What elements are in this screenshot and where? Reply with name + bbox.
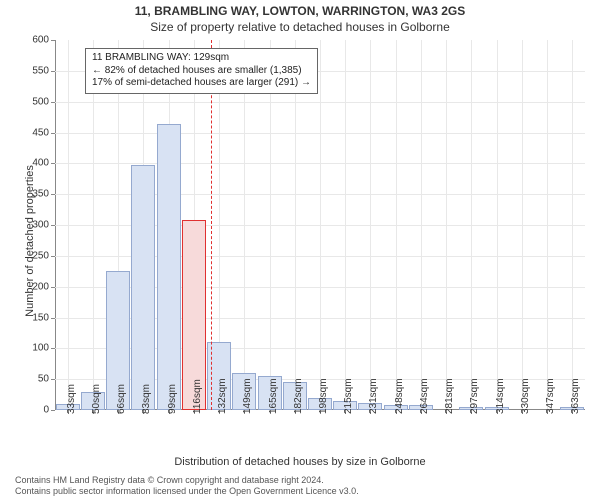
x-axis-label: Distribution of detached houses by size … (0, 456, 600, 468)
annotation-line2: ← 82% of detached houses are smaller (1,… (92, 65, 311, 78)
x-tick-label: 215sqm (343, 378, 354, 414)
grid-line-v (370, 40, 371, 410)
x-tick-label: 149sqm (242, 378, 253, 414)
credit-text: Contains HM Land Registry data © Crown c… (15, 475, 359, 498)
y-tick-label: 250 (32, 250, 49, 261)
y-tick-mark (51, 133, 55, 134)
y-tick-label: 200 (32, 281, 49, 292)
y-tick-label: 50 (38, 374, 49, 385)
grid-line-v (522, 40, 523, 410)
x-tick-label: 116sqm (192, 379, 203, 414)
grid-line-v (295, 40, 296, 410)
x-tick-label: 297sqm (469, 378, 480, 414)
y-tick-label: 300 (32, 220, 49, 231)
y-tick-mark (51, 287, 55, 288)
reference-line (211, 40, 212, 410)
plot-area: 05010015020025030035040045050055060033sq… (55, 40, 585, 410)
grid-line-v (345, 40, 346, 410)
y-tick-label: 550 (32, 65, 49, 76)
grid-line-v (572, 40, 573, 410)
chart-title-line2: Size of property relative to detached ho… (0, 20, 600, 34)
grid-line-v (68, 40, 69, 410)
x-tick-label: 314sqm (495, 378, 506, 414)
x-tick-label: 165sqm (268, 378, 279, 414)
y-tick-mark (51, 102, 55, 103)
x-tick-label: 264sqm (419, 378, 430, 414)
grid-line-v (446, 40, 447, 410)
y-tick-label: 400 (32, 158, 49, 169)
y-tick-label: 150 (32, 312, 49, 323)
y-tick-mark (51, 163, 55, 164)
annotation-line3: 17% of semi-detached houses are larger (… (92, 77, 311, 90)
y-tick-mark (51, 410, 55, 411)
grid-line-v (270, 40, 271, 410)
x-tick-label: 182sqm (293, 378, 304, 414)
y-tick-mark (51, 348, 55, 349)
y-tick-label: 350 (32, 189, 49, 200)
y-tick-label: 600 (32, 35, 49, 46)
y-tick-mark (51, 379, 55, 380)
y-tick-label: 0 (43, 405, 49, 416)
grid-line-v (93, 40, 94, 410)
grid-line-v (244, 40, 245, 410)
y-tick-label: 450 (32, 127, 49, 138)
y-tick-mark (51, 71, 55, 72)
x-tick-label: 33sqm (66, 384, 77, 414)
chart-title-line1: 11, BRAMBLING WAY, LOWTON, WARRINGTON, W… (0, 4, 600, 18)
y-tick-mark (51, 40, 55, 41)
x-tick-label: 363sqm (570, 378, 581, 414)
annotation-line1: 11 BRAMBLING WAY: 129sqm (92, 52, 311, 65)
x-tick-label: 231sqm (368, 378, 379, 414)
x-tick-label: 248sqm (394, 378, 405, 414)
y-tick-mark (51, 256, 55, 257)
chart-container: 11, BRAMBLING WAY, LOWTON, WARRINGTON, W… (0, 0, 600, 500)
x-tick-label: 132sqm (217, 378, 228, 414)
grid-line-v (547, 40, 548, 410)
x-tick-label: 330sqm (520, 378, 531, 414)
grid-line-v (320, 40, 321, 410)
y-tick-mark (51, 318, 55, 319)
x-tick-label: 281sqm (444, 378, 455, 414)
histogram-bar (131, 165, 155, 410)
grid-line-v (396, 40, 397, 410)
grid-line-v (497, 40, 498, 410)
credit-line2: Contains public sector information licen… (15, 486, 359, 497)
x-tick-label: 347sqm (545, 378, 556, 414)
annotation-box: 11 BRAMBLING WAY: 129sqm ← 82% of detach… (85, 48, 318, 94)
y-tick-label: 500 (32, 96, 49, 107)
histogram-bar (157, 124, 181, 410)
credit-line1: Contains HM Land Registry data © Crown c… (15, 475, 359, 486)
x-tick-label: 83sqm (141, 384, 152, 414)
grid-line-v (471, 40, 472, 410)
grid-line-v (421, 40, 422, 410)
y-tick-mark (51, 225, 55, 226)
x-tick-label: 99sqm (167, 384, 178, 414)
x-tick-label: 198sqm (318, 378, 329, 414)
x-tick-label: 66sqm (116, 384, 127, 414)
x-tick-label: 50sqm (91, 384, 102, 414)
y-tick-mark (51, 194, 55, 195)
y-tick-label: 100 (32, 343, 49, 354)
y-axis-label: Number of detached properties (24, 141, 36, 341)
